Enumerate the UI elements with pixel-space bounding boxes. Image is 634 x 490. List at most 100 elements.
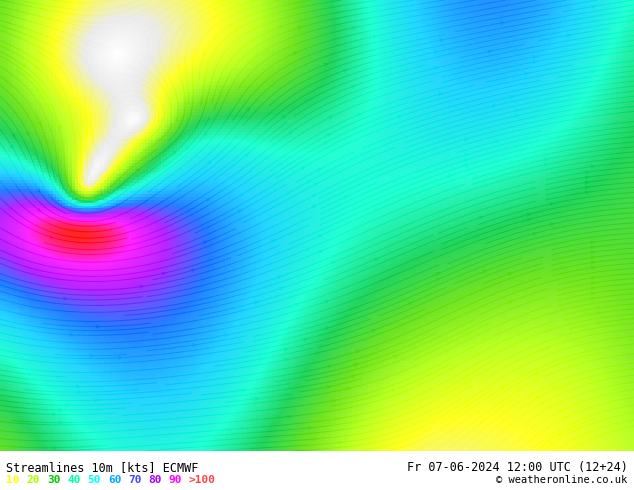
FancyArrowPatch shape [483, 270, 487, 273]
FancyArrowPatch shape [304, 338, 307, 341]
FancyArrowPatch shape [178, 66, 181, 69]
FancyArrowPatch shape [375, 258, 378, 261]
FancyArrowPatch shape [595, 436, 600, 438]
FancyArrowPatch shape [119, 356, 122, 359]
FancyArrowPatch shape [235, 29, 238, 32]
FancyArrowPatch shape [186, 44, 189, 47]
FancyArrowPatch shape [515, 109, 519, 112]
FancyArrowPatch shape [493, 105, 496, 107]
Text: Fr 07-06-2024 12:00 UTC (12+24): Fr 07-06-2024 12:00 UTC (12+24) [407, 461, 628, 474]
FancyArrowPatch shape [488, 50, 492, 53]
FancyArrowPatch shape [81, 177, 83, 180]
FancyArrowPatch shape [550, 223, 554, 226]
FancyArrowPatch shape [130, 166, 133, 169]
FancyArrowPatch shape [29, 373, 32, 376]
FancyArrowPatch shape [157, 80, 160, 83]
FancyArrowPatch shape [247, 108, 249, 111]
FancyArrowPatch shape [280, 25, 284, 28]
FancyArrowPatch shape [185, 147, 188, 150]
FancyArrowPatch shape [597, 312, 601, 315]
FancyArrowPatch shape [448, 175, 453, 177]
FancyArrowPatch shape [448, 342, 451, 344]
FancyArrowPatch shape [36, 88, 39, 91]
FancyArrowPatch shape [295, 303, 300, 306]
FancyArrowPatch shape [324, 64, 328, 66]
FancyArrowPatch shape [527, 213, 531, 216]
FancyArrowPatch shape [591, 251, 595, 254]
FancyArrowPatch shape [294, 52, 297, 55]
FancyArrowPatch shape [393, 442, 397, 445]
FancyArrowPatch shape [549, 406, 552, 409]
FancyArrowPatch shape [591, 246, 595, 249]
FancyArrowPatch shape [96, 325, 100, 328]
FancyArrowPatch shape [63, 297, 67, 300]
FancyArrowPatch shape [75, 8, 79, 11]
FancyArrowPatch shape [74, 148, 77, 150]
FancyArrowPatch shape [591, 297, 595, 300]
Text: 10: 10 [6, 475, 20, 485]
FancyArrowPatch shape [326, 327, 330, 330]
FancyArrowPatch shape [591, 277, 595, 279]
FancyArrowPatch shape [525, 73, 529, 75]
FancyArrowPatch shape [567, 34, 571, 37]
FancyArrowPatch shape [398, 116, 402, 118]
FancyArrowPatch shape [328, 365, 332, 368]
FancyArrowPatch shape [573, 421, 578, 424]
FancyArrowPatch shape [96, 169, 100, 171]
FancyArrowPatch shape [60, 421, 63, 424]
FancyArrowPatch shape [53, 413, 57, 416]
FancyArrowPatch shape [559, 433, 562, 436]
Text: Streamlines 10m [kts] ECMWF: Streamlines 10m [kts] ECMWF [6, 461, 198, 474]
FancyArrowPatch shape [288, 131, 292, 134]
FancyArrowPatch shape [508, 273, 512, 275]
FancyArrowPatch shape [254, 301, 258, 304]
FancyArrowPatch shape [162, 272, 166, 275]
FancyArrowPatch shape [351, 85, 355, 88]
FancyArrowPatch shape [49, 236, 54, 238]
FancyArrowPatch shape [463, 376, 467, 379]
FancyArrowPatch shape [96, 42, 100, 45]
FancyArrowPatch shape [173, 151, 176, 154]
FancyArrowPatch shape [122, 150, 127, 153]
FancyArrowPatch shape [131, 75, 135, 77]
FancyArrowPatch shape [352, 375, 356, 378]
FancyArrowPatch shape [314, 438, 318, 441]
FancyArrowPatch shape [70, 333, 74, 336]
FancyArrowPatch shape [72, 13, 76, 15]
FancyArrowPatch shape [324, 142, 327, 145]
FancyArrowPatch shape [238, 210, 241, 213]
FancyArrowPatch shape [373, 35, 377, 38]
Text: 90: 90 [169, 475, 182, 485]
FancyArrowPatch shape [451, 429, 454, 432]
FancyArrowPatch shape [540, 402, 543, 405]
FancyArrowPatch shape [87, 51, 90, 54]
FancyArrowPatch shape [527, 219, 531, 221]
FancyArrowPatch shape [344, 196, 348, 198]
FancyArrowPatch shape [587, 432, 591, 434]
FancyArrowPatch shape [536, 372, 540, 375]
FancyArrowPatch shape [101, 33, 105, 36]
FancyArrowPatch shape [591, 287, 595, 290]
FancyArrowPatch shape [77, 385, 81, 388]
FancyArrowPatch shape [38, 122, 41, 124]
FancyArrowPatch shape [509, 300, 513, 303]
FancyArrowPatch shape [152, 105, 154, 108]
FancyArrowPatch shape [245, 154, 248, 156]
FancyArrowPatch shape [139, 42, 142, 45]
FancyArrowPatch shape [35, 66, 38, 69]
FancyArrowPatch shape [592, 70, 595, 73]
FancyArrowPatch shape [578, 427, 582, 430]
FancyArrowPatch shape [394, 355, 398, 358]
FancyArrowPatch shape [436, 278, 441, 281]
FancyArrowPatch shape [537, 396, 540, 399]
FancyArrowPatch shape [585, 176, 589, 179]
FancyArrowPatch shape [353, 26, 356, 29]
FancyArrowPatch shape [241, 310, 245, 312]
FancyArrowPatch shape [53, 446, 57, 449]
FancyArrowPatch shape [228, 25, 231, 28]
FancyArrowPatch shape [332, 399, 335, 402]
FancyArrowPatch shape [329, 116, 332, 119]
FancyArrowPatch shape [113, 96, 116, 99]
FancyArrowPatch shape [86, 25, 89, 28]
FancyArrowPatch shape [356, 350, 360, 353]
